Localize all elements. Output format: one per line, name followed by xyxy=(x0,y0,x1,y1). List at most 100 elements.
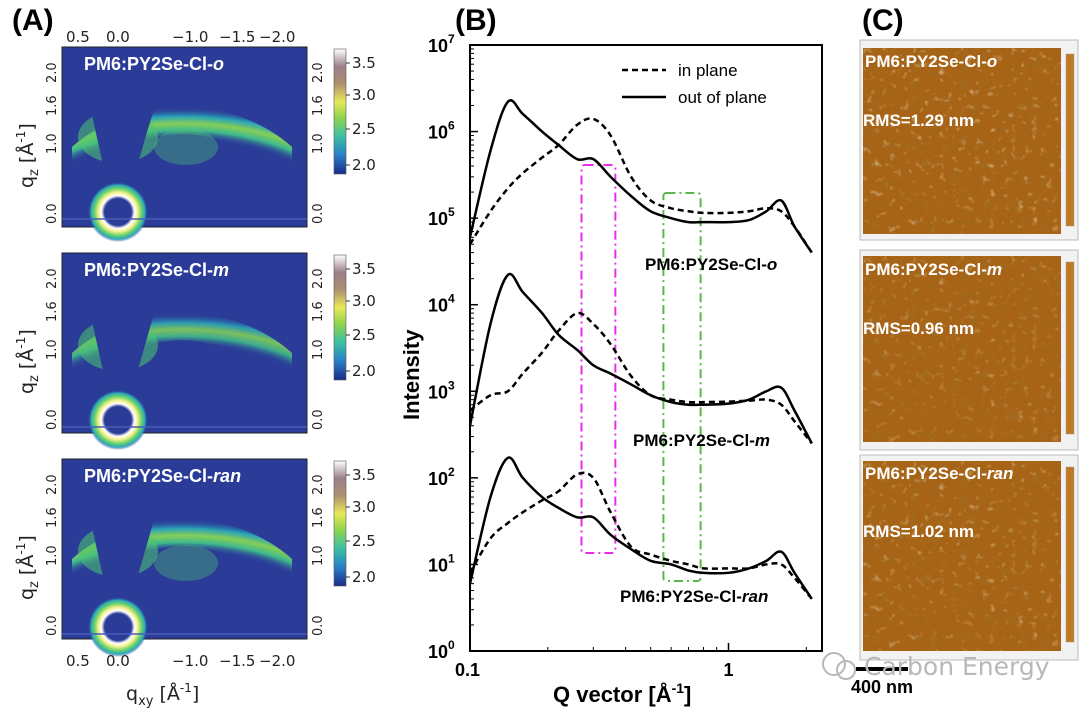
a-qz-tick: 2.0 xyxy=(45,474,60,495)
a-ylabel-1: qz [Å-1] xyxy=(14,123,42,188)
wechat-icon xyxy=(822,652,846,676)
a-right-tick: 0.0 xyxy=(311,615,326,636)
afm-sample-label-ran: PM6:PY2Se-Cl-ran xyxy=(865,464,1013,483)
a-sample-label-ran: PM6:PY2Se-Cl-ran xyxy=(84,466,241,486)
giwaxs-pattern-m: PM6:PY2Se-Cl-m xyxy=(61,252,308,450)
a-colorbar xyxy=(333,254,347,381)
b-series-line xyxy=(468,456,813,600)
b-ytick-label: 100 xyxy=(428,638,455,662)
b-series-line xyxy=(468,471,813,600)
afm-rms-m: RMS=0.96 nm xyxy=(863,319,974,338)
a-colorbar xyxy=(333,48,347,175)
a-colorbar-tick: 2.0 xyxy=(352,362,376,380)
b-series-line xyxy=(469,311,813,445)
a-bottom-tick: 0.0 xyxy=(106,652,130,670)
b-ytick-label: 104 xyxy=(428,292,455,316)
b-ytick-label: 105 xyxy=(428,205,455,229)
legend-in-plane: in plane xyxy=(678,61,738,80)
panel-c-label: (C) xyxy=(862,4,904,37)
panel-b-label: (B) xyxy=(455,4,497,37)
a-qz-tick: 2.0 xyxy=(45,62,60,83)
b-curve-label-m: PM6:PY2Se-Cl-m xyxy=(633,431,770,450)
b-xtick-label: 1 xyxy=(723,660,733,680)
a-right-tick: 2.0 xyxy=(311,62,326,83)
a-top-tick: −2.0 xyxy=(259,28,295,46)
b-ytick-label: 103 xyxy=(428,378,455,402)
a-qz-tick: 0.0 xyxy=(45,203,60,224)
b-ytick-label: 101 xyxy=(428,551,455,575)
panel-a-bottom-ticks: 0.5 0.0 −1.0 −1.5 −2.0 xyxy=(66,652,295,670)
a-colorbar xyxy=(333,460,347,587)
a-colorbar-tick: 2.5 xyxy=(352,532,376,550)
a-top-tick: −1.5 xyxy=(219,28,255,46)
a-top-tick: 0.0 xyxy=(106,28,130,46)
scale-bar-label: 400 nm xyxy=(851,677,913,697)
giwaxs-pattern-o: PM6:PY2Se-Cl-o xyxy=(61,46,308,242)
a-colorbar-tick: 2.5 xyxy=(352,120,376,138)
b-ytick-label: 102 xyxy=(428,465,455,489)
a-ylabel-2: qz [Å-1] xyxy=(14,329,42,394)
a-colorbar-tick: 3.5 xyxy=(352,466,376,484)
a-right-tick: 2.0 xyxy=(311,474,326,495)
a-sample-label-o: PM6:PY2Se-Cl-o xyxy=(84,54,224,74)
a-right-tick: 1.6 xyxy=(311,301,326,322)
legend-out-of-plane: out of plane xyxy=(678,88,767,107)
a-right-tick: 2.0 xyxy=(311,268,326,289)
a-qz-tick: 1.6 xyxy=(45,301,60,322)
b-curve-label-o: PM6:PY2Se-Cl-o xyxy=(645,255,777,274)
a-right-tick: 1.6 xyxy=(311,95,326,116)
b-series-line xyxy=(468,272,813,444)
a-top-tick: −1.0 xyxy=(172,28,208,46)
a-bottom-tick: −1.0 xyxy=(172,652,208,670)
svg-text:qz [Å-1]: qz [Å-1] xyxy=(14,329,42,394)
panel-a-top-ticks: 0.5 0.0 −1.0 −1.5 −2.0 xyxy=(66,28,295,46)
a-bottom-tick: −1.5 xyxy=(219,652,255,670)
svg-text:qz [Å-1]: qz [Å-1] xyxy=(14,123,42,188)
a-right-tick: 0.0 xyxy=(311,203,326,224)
a-qz-tick: 1.0 xyxy=(45,545,60,566)
afm-sample-label-m: PM6:PY2Se-Cl-m xyxy=(865,260,1002,279)
afm-sample-label-o: PM6:PY2Se-Cl-o xyxy=(865,52,997,71)
a-right-tick: 0.0 xyxy=(311,409,326,430)
b-legend: in plane out of plane xyxy=(622,61,767,107)
b-highlight-green xyxy=(662,192,702,582)
panel-a-colorbars: 3.5 3.0 2.5 2.0 3.5 3.0 2.5 2.0 3.5 3.0 2.5 2.0 xyxy=(333,48,376,587)
b-curves xyxy=(468,99,813,600)
a-colorbar-tick: 3.0 xyxy=(352,292,376,310)
a-colorbar-tick: 3.5 xyxy=(352,54,376,72)
b-xlabel: Q vector [Å-1] xyxy=(553,680,691,707)
a-ylabel-3: qz [Å-1] xyxy=(14,535,42,600)
a-qz-tick: 0.0 xyxy=(45,615,60,636)
a-right-tick: 1.0 xyxy=(311,339,326,360)
afm-rms-ran: RMS=1.02 nm xyxy=(863,522,974,541)
b-series-line xyxy=(468,117,813,254)
a-sample-label-m: PM6:PY2Se-Cl-m xyxy=(84,260,229,280)
b-y-ticks: 107 106 105 104 103 102 101 100 xyxy=(428,32,478,662)
b-xtick-label: 0.1 xyxy=(455,660,480,680)
a-colorbar-tick: 2.5 xyxy=(352,326,376,344)
panel-a-side-ticks: 2.0 2.0 1.6 1.6 1.0 1.0 0.0 0.0 2.0 2.0 1.6 1.6 1.0 1… xyxy=(45,62,326,636)
afm-image-o: PM6:PY2Se-Cl-o RMS=1.29 nm xyxy=(859,39,1079,241)
a-colorbar-tick: 2.0 xyxy=(352,568,376,586)
a-right-tick: 1.0 xyxy=(311,133,326,154)
a-qz-tick: 1.6 xyxy=(45,507,60,528)
watermark: Carbon Energy xyxy=(822,652,1050,681)
b-curve-label-ran: PM6:PY2Se-Cl-ran xyxy=(620,587,768,606)
a-qz-tick: 1.0 xyxy=(45,339,60,360)
a-top-tick: 0.5 xyxy=(66,28,90,46)
a-colorbar-tick: 3.0 xyxy=(352,86,376,104)
a-qz-tick: 0.0 xyxy=(45,409,60,430)
b-x-ticks: 0.1 1 xyxy=(455,643,807,680)
b-ytick-label: 106 xyxy=(428,119,455,143)
a-right-tick: 1.0 xyxy=(311,545,326,566)
a-qz-tick: 1.0 xyxy=(45,133,60,154)
a-qz-tick: 2.0 xyxy=(45,268,60,289)
a-bottom-tick: −2.0 xyxy=(259,652,295,670)
svg-text:qz [Å-1]: qz [Å-1] xyxy=(14,535,42,600)
a-qz-tick: 1.6 xyxy=(45,95,60,116)
b-ytick-label: 107 xyxy=(428,32,455,56)
afm-rms-o: RMS=1.29 nm xyxy=(863,111,974,130)
a-right-tick: 1.6 xyxy=(311,507,326,528)
b-highlight-boxes xyxy=(580,164,702,582)
